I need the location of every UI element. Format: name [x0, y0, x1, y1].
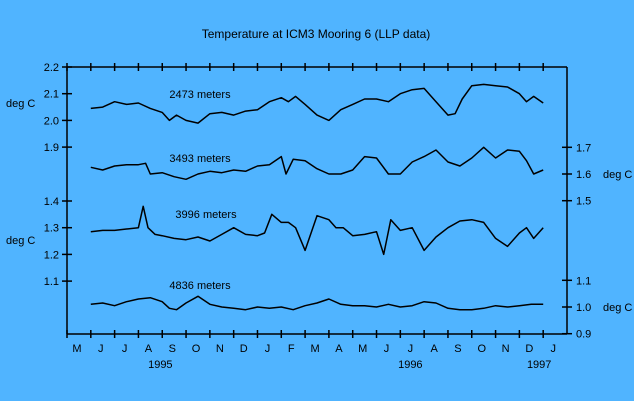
y-tick-label-right: 1.6: [576, 169, 591, 181]
x-tick-label: J: [122, 343, 128, 355]
x-tick-label: D: [525, 343, 533, 355]
x-tick-label: S: [454, 343, 461, 355]
y-tick-label-right: 1.7: [576, 142, 591, 154]
series-group: [90, 83, 544, 311]
y-unit-label-right: deg C: [603, 169, 632, 181]
x-tick-label: F: [288, 343, 295, 355]
chart-title: Temperature at ICM3 Mooring 6 (LLP data): [202, 27, 431, 41]
year-label: 1996: [398, 359, 422, 371]
x-tick-label: M: [72, 343, 81, 355]
series-labels: 2473 meters 3493 meters 3996 meters 4836 me…: [169, 89, 237, 292]
series-label: 4836 meters: [169, 280, 231, 292]
year-label: 1997: [527, 359, 551, 371]
series-line-3493-meters: [90, 146, 544, 181]
year-label: 1995: [148, 359, 172, 371]
series-label: 3996 meters: [175, 209, 237, 221]
series-label: 2473 meters: [169, 89, 231, 101]
x-tick-label: J: [408, 343, 414, 355]
y-tick-label-left: 1.9: [44, 142, 59, 154]
series-line-2473-meters: [90, 83, 544, 124]
x-tick-label: N: [502, 343, 510, 355]
x-tick-label: S: [169, 343, 176, 355]
y-tick-label-left: 2.1: [44, 89, 59, 101]
x-tick-label: O: [192, 343, 201, 355]
series-line-4836-meters: [90, 295, 544, 311]
y-unit-label-left: deg C: [6, 235, 35, 247]
x-tick-label: J: [384, 343, 390, 355]
x-tick-label: J: [265, 343, 271, 355]
x-tick-label: A: [335, 343, 343, 355]
x-tick-label: J: [98, 343, 104, 355]
y-tick-label-right: 0.9: [576, 329, 591, 341]
x-tick-label: N: [216, 343, 224, 355]
y-tick-label-left: 1.4: [44, 196, 59, 208]
y-tick-label-right: 1.5: [576, 196, 591, 208]
y-tick-label-left: 2.2: [44, 62, 59, 74]
series-label: 3493 meters: [169, 153, 231, 165]
y-unit-label-left: deg C: [6, 98, 35, 110]
y-unit-label-right: deg C: [603, 302, 632, 314]
axes: M J J A S O N D J F M A M J J A S O N D J 1995 1996 1997 2.2 2.1 2…: [6, 62, 632, 371]
x-tick-label: A: [430, 343, 438, 355]
x-tick-label: M: [311, 343, 320, 355]
x-tick-label: J: [550, 343, 556, 355]
y-tick-label-right: 1.0: [576, 302, 591, 314]
y-tick-label-left: 1.3: [44, 223, 59, 235]
x-tick-label: A: [145, 343, 153, 355]
plot-frame: [66, 66, 568, 335]
y-tick-label-right: 1.1: [576, 275, 591, 287]
series-line-3996-meters: [90, 205, 544, 256]
y-tick-label-left: 1.1: [44, 276, 59, 288]
x-tick-label: M: [358, 343, 367, 355]
x-tick-label: O: [477, 343, 486, 355]
y-tick-label-left: 1.2: [44, 249, 59, 261]
x-tick-label: D: [240, 343, 248, 355]
y-tick-label-left: 2.0: [44, 115, 59, 127]
